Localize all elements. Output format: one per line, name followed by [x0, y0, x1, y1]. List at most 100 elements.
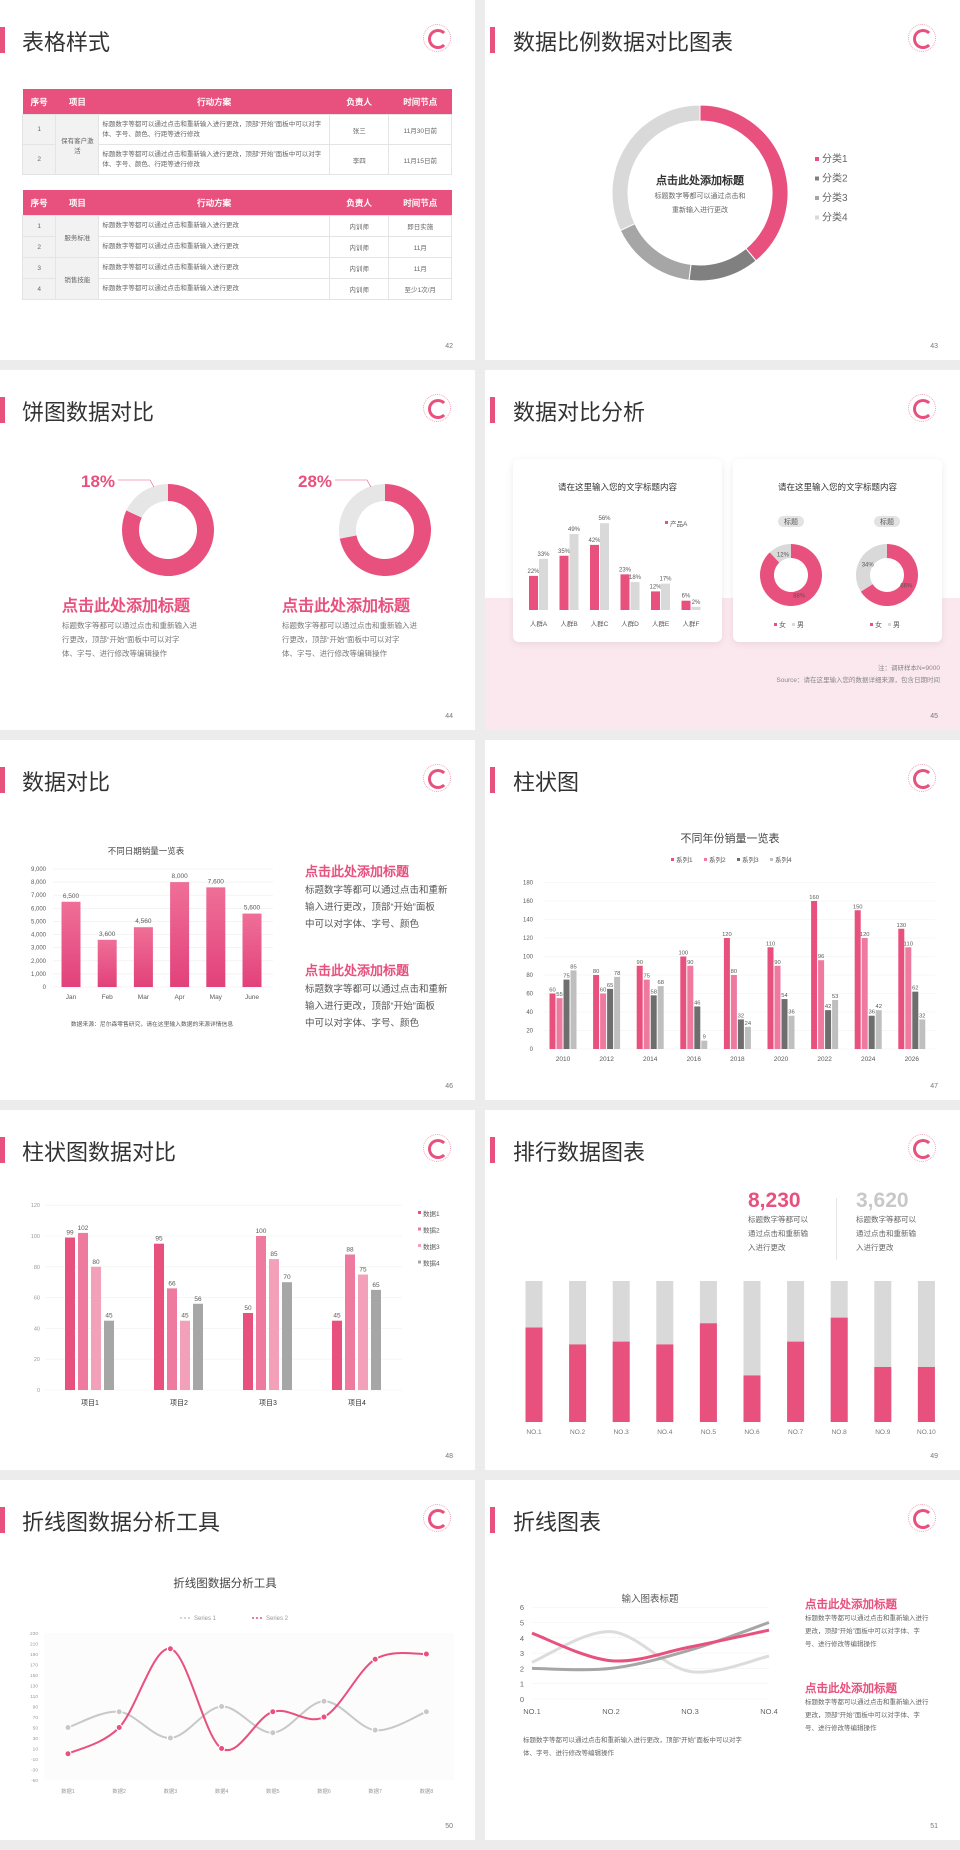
y-tick-label: 4,000 — [31, 933, 47, 939]
bar — [730, 975, 737, 1049]
column-header: 时间节点 — [388, 89, 452, 115]
block-desc-line: 输入进行更改，顶部“开始”面板 — [305, 902, 435, 913]
category-label: 2020 — [774, 1056, 789, 1063]
bar — [657, 986, 664, 1049]
column-header: 时间节点 — [388, 190, 452, 216]
legend-swatch — [815, 176, 819, 181]
category-label: Apr — [175, 994, 186, 1001]
y-tick-label: 3 — [520, 1649, 524, 1658]
stat-desc-line: 标题数字等都可以 — [748, 1215, 808, 1224]
bar — [694, 1006, 701, 1049]
bar — [811, 901, 818, 1049]
category-label: 人群C — [591, 619, 609, 628]
bar — [868, 1015, 875, 1049]
bar-value — [830, 1317, 848, 1422]
deadline-cell: 11月 — [388, 236, 452, 258]
donut-main-segment — [121, 484, 214, 576]
title-accent-bar — [490, 27, 495, 53]
bar — [539, 558, 548, 610]
donut-segment-female — [860, 544, 918, 606]
source-note: Source：请在这里输入您的数据详细来源，包含日期时间 — [776, 677, 940, 684]
title-accent-bar — [0, 1137, 5, 1163]
category-label: 2012 — [599, 1056, 614, 1063]
title-accent-bar — [0, 767, 5, 793]
bar-value-label: 60 — [600, 988, 606, 994]
slide-title: 数据比例数据对比图表 — [513, 30, 734, 55]
y-tick-label: 8,000 — [31, 880, 47, 886]
category-label: 2014 — [643, 1056, 658, 1063]
stat-desc-line: 标题数字等都可以 — [856, 1215, 916, 1224]
leader-line — [335, 479, 372, 488]
donut-segment-4 — [611, 104, 701, 232]
legend-label: 分类1 — [822, 152, 848, 165]
percent-label: 28% — [298, 472, 332, 491]
line-chart: 输入图表标题 0 1 2 3 4 5 6 NO.1 NO.2 NO.3 NO.4 — [520, 1593, 778, 1716]
stat-value: 8,230 — [748, 1189, 801, 1212]
bar-value-label: 23% — [619, 567, 632, 573]
bar — [620, 574, 630, 610]
bar-value — [525, 1327, 543, 1422]
page-number: 42 — [445, 343, 453, 350]
data-point — [115, 1708, 123, 1716]
deadline-cell: 即日实施 — [388, 215, 452, 237]
project-cell: 服务标准 — [55, 215, 100, 258]
bar-value-label: 110 — [766, 941, 775, 947]
segment-label: 34% — [862, 562, 875, 568]
legend-label: 分类4 — [822, 211, 848, 224]
block-heading: 点击此处添加标题 — [305, 864, 410, 879]
data-point — [218, 1745, 226, 1752]
bar — [701, 1040, 708, 1049]
y-tick-label: 1 — [520, 1680, 524, 1689]
bar-value-label: 100 — [256, 1228, 267, 1235]
block-desc-line: 中可以对字体、字号、颜色 — [305, 1018, 420, 1029]
legend-label: 系列4 — [775, 855, 792, 864]
leader-line — [118, 479, 155, 488]
bar-value — [569, 1344, 587, 1422]
bar-value-label: 160 — [809, 895, 819, 901]
slide-ratio-donut: 数据比例数据对比图表 分类1 分类2 分类3 分类4 点击此处添加标题 标题数字等都可… — [485, 0, 960, 360]
desc-line: 标题数字等都可以通过点击和重新输入进行更改，顶部“开始”面板中可以对字 — [523, 1737, 742, 1744]
slide-title: 饼图数据对比 — [22, 400, 155, 425]
column-header: 序号 — [22, 89, 56, 115]
title-accent-bar — [0, 397, 5, 423]
bar-value-label: 24 — [745, 1021, 752, 1027]
bar-value — [699, 1323, 717, 1422]
bar — [269, 1259, 279, 1390]
category-label: NO.5 — [701, 1429, 717, 1436]
bar-value — [743, 1375, 761, 1422]
bar — [167, 1288, 177, 1390]
block-desc-line: 标题数字等都可以通过点击和重新输入进 — [62, 621, 197, 630]
y-tick-label: 100 — [523, 955, 534, 961]
bar-value-label: 95 — [155, 1236, 163, 1243]
data-point — [422, 1708, 430, 1716]
legend-label: 男 — [893, 621, 900, 629]
y-tick-label: -30 — [31, 1768, 38, 1774]
bar — [898, 928, 905, 1049]
legend-label: 系列1 — [676, 855, 693, 864]
category-label: June — [245, 994, 259, 1001]
block-desc-line: 标题数字等都可以通过点击和重新输入进 — [282, 621, 417, 630]
legend-swatch — [418, 1227, 421, 1231]
bar-value-label: 32 — [738, 1013, 744, 1019]
pill-label: 标题 — [784, 517, 798, 526]
bar-value-label: 45 — [105, 1313, 113, 1320]
category-label: 项目1 — [81, 1399, 99, 1407]
bar — [91, 1266, 101, 1390]
bar — [875, 1010, 882, 1049]
owner-cell: 内训师 — [328, 215, 390, 237]
logo-icon — [908, 24, 936, 52]
bar — [78, 1232, 88, 1390]
bar-value-label: 7,600 — [208, 878, 225, 885]
stat-desc-line: 入进行更改 — [748, 1243, 786, 1252]
column-header: 负责人 — [329, 190, 389, 216]
bar-value-label: 68 — [657, 980, 663, 986]
bar-value-label: 80 — [731, 969, 737, 975]
column-header: 序号 — [22, 190, 56, 216]
title-accent-bar — [490, 1507, 495, 1533]
category-label: 2022 — [817, 1056, 832, 1063]
bar — [614, 976, 621, 1049]
bar — [650, 995, 657, 1049]
category-label: 数据8 — [420, 1787, 434, 1795]
table-row: 4 标题数字等都可以通过点击和重新输入进行更改 内训师 至少1次/月 — [21, 278, 452, 300]
title-accent-bar — [490, 767, 495, 793]
